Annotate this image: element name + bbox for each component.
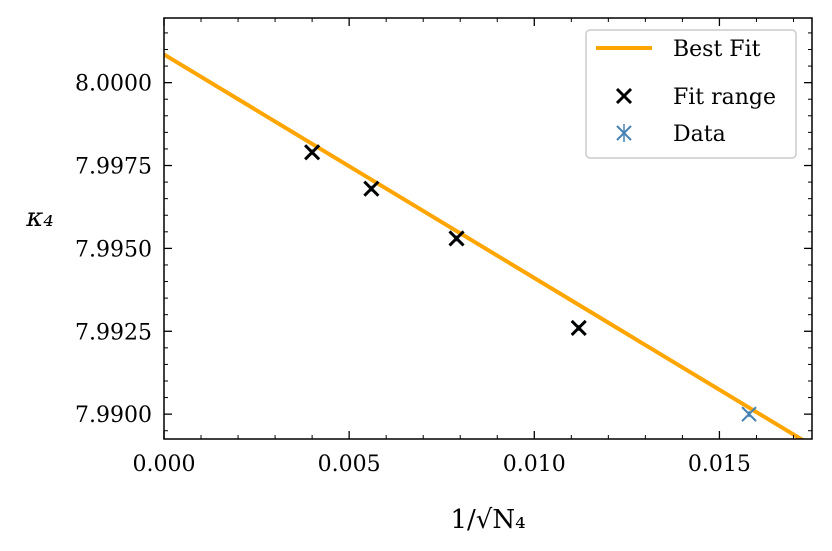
axes: 0.000 0.005 0.010 0.015 7.9900 7.9925 7.9950 7.…: [75, 17, 813, 477]
x-tick-label: 0.000: [133, 452, 196, 477]
marker-stroke: [615, 87, 633, 105]
y-axis-label: κ₄: [25, 203, 53, 233]
y-tick-label: 8.0000: [75, 72, 152, 97]
best-fit-line: [164, 52, 805, 439]
marker-stroke: [304, 144, 321, 161]
legend-label: Best Fit: [673, 37, 761, 62]
legend: Best Fit Fit range Data: [585, 29, 797, 159]
fit-range-point: [363, 180, 380, 197]
legend-entry: Data: [616, 122, 726, 147]
fit-range-point: [448, 230, 465, 247]
y-tick-label: 7.9975: [75, 155, 152, 180]
legend-label: Fit range: [673, 85, 776, 110]
marker-stroke: [448, 230, 465, 247]
y-tick-label: 7.9925: [75, 320, 152, 345]
legend-label: Data: [673, 122, 726, 147]
fit-range-point: [304, 144, 321, 161]
marker-stroke: [570, 319, 587, 337]
marker-stroke: [363, 180, 380, 197]
legend-marker-swatch: [615, 87, 633, 105]
x-tick-label: 0.015: [688, 452, 751, 477]
y-tick-label: 7.9950: [75, 237, 152, 262]
x-tick-label: 0.010: [503, 452, 566, 477]
x-axis-label: 1/√N₄: [450, 505, 525, 535]
legend-box: [585, 29, 797, 159]
legend-entry: Fit range: [615, 85, 776, 110]
y-tick-label: 7.9900: [75, 403, 152, 428]
plot-frame: [163, 17, 813, 440]
marker-stroke: [616, 125, 632, 141]
fit-range-point: [570, 319, 587, 337]
legend-entry: Best Fit: [596, 37, 761, 62]
legend-marker-swatch: [616, 125, 632, 141]
plot-area: [164, 52, 805, 439]
data-point: [741, 406, 757, 422]
x-tick-label: 0.005: [318, 452, 381, 477]
marker-stroke: [741, 406, 757, 422]
